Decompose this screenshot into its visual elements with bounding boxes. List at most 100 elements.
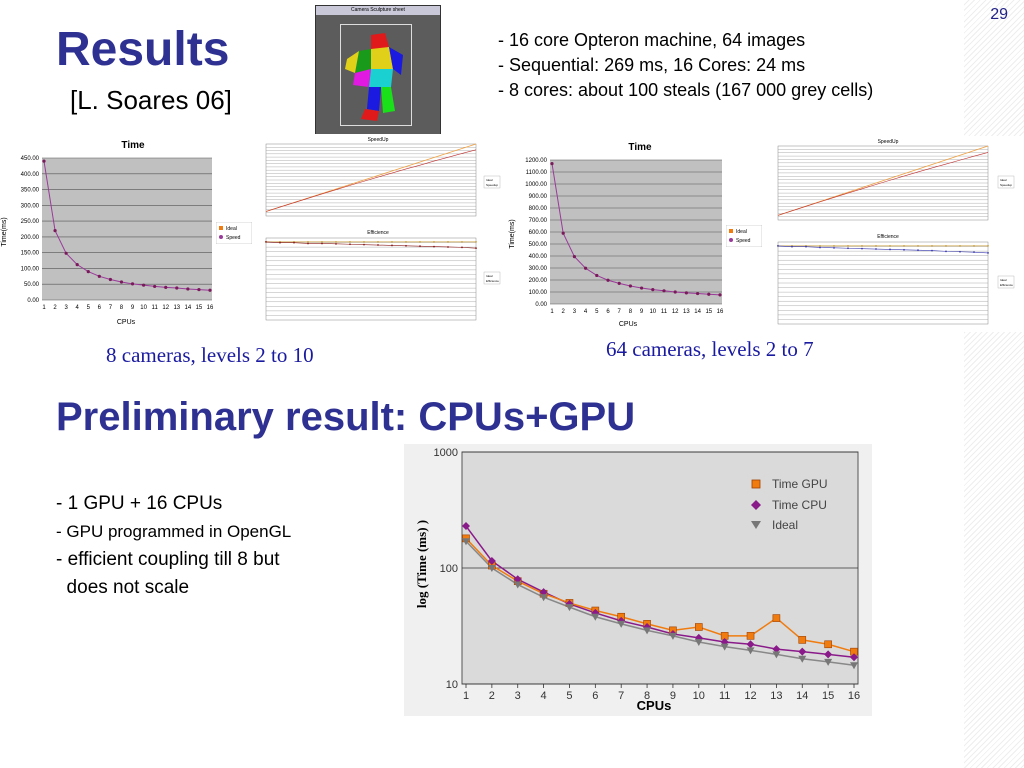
y-tick-label: 350.00 [21,188,40,194]
data-point [798,655,807,663]
y-tick-label: 50.00 [24,282,40,288]
bullet-item: - 16 core Opteron machine, 64 images [498,30,806,50]
data-point [197,287,201,292]
data-point [142,283,146,287]
y-tick-label: 0.00 [535,302,547,308]
data-point [349,241,351,243]
legend-box [483,175,501,189]
data-point [419,241,421,243]
legend-label: Ideal [226,226,237,232]
data-point [917,249,919,252]
data-point [889,248,891,251]
data-point [433,245,435,248]
legend-label: Ideal [486,178,493,182]
data-point [973,251,975,254]
data-point [42,159,46,163]
x-tick-label: 8 [120,305,124,311]
series-line [465,525,855,659]
data-point [363,241,365,243]
data-point [628,284,632,288]
y-tick-label: 300.00 [529,266,548,272]
legend-64cam-time: Ideal Speed [726,225,762,247]
results-bullet-list: - 16 core Opteron machine, 64 images - S… [498,28,873,103]
data-point [175,286,179,290]
bullet-item: - efficient coupling till 8 but [56,549,280,570]
data-point [391,244,393,247]
y-tick-label: 1100.00 [526,170,548,176]
legend-swatch [219,226,223,230]
y-tick-label: 200.00 [529,278,548,284]
data-point [617,620,626,628]
data-point [931,249,933,252]
data-point [720,643,729,651]
y-tick-label: 1200.00 [525,158,547,164]
y-tick-label: 800.00 [529,206,548,212]
data-point [959,245,961,247]
legend-label: Ideal [1000,178,1007,182]
data-point [824,640,832,649]
data-point [772,614,781,622]
slide-subtitle: [L. Soares 06] [70,85,232,115]
bullet-item: - 1 GPU + 16 CPUs [56,493,223,514]
data-point [307,242,309,245]
x-tick-label: 6 [98,305,102,311]
chart-title: Time [121,140,145,151]
data-point [819,245,821,247]
slide-title: Results [56,23,230,76]
render-bounding-box [340,24,412,126]
data-point [321,241,323,243]
data-point [746,647,755,655]
legend-box [483,271,501,285]
x-axis-label: CPUs [637,698,672,713]
data-point [833,245,835,247]
render-window-image: Camera Sculpture sheet [315,5,441,137]
legend-label: Speed [736,238,751,244]
data-point [673,290,677,294]
data-point [335,241,337,243]
x-tick-label: 5 [87,305,91,311]
x-tick-label: 4 [541,690,547,702]
x-tick-label: 7 [109,305,113,311]
data-point [363,243,365,246]
x-tick-label: 2 [53,305,57,311]
data-point [651,288,655,292]
bullet-item: - GPU programmed in OpenGL [56,522,292,541]
legend-label: Ideal [486,274,493,278]
x-tick-label: 13 [683,309,690,315]
chart-title: Efficience [367,230,389,236]
data-point [833,246,835,249]
data-point [889,245,891,247]
data-point [550,162,554,166]
data-point [850,662,858,670]
data-point [903,248,905,251]
data-point [696,291,700,296]
series-line [43,161,211,291]
data-point [875,248,877,250]
x-tick-label: 7 [618,690,624,702]
x-tick-label: 3 [64,305,68,311]
legend: Time GPU Time CPU Ideal [751,477,828,532]
data-point [694,623,703,631]
x-tick-label: 12 [162,305,169,311]
x-tick-label: 2 [562,309,566,315]
data-point [973,245,975,247]
data-point [746,632,755,640]
page-number: 29 [990,6,1008,23]
x-tick-label: 6 [606,309,610,315]
data-point [265,241,267,243]
y-tick-label: 100.00 [21,266,40,272]
x-tick-label: 12 [672,309,679,315]
sculpture-figure [345,33,403,121]
bullet-item: - 8 cores: about 100 steals (167 000 gre… [498,80,874,100]
data-point [349,243,351,246]
x-tick-label: 11 [661,309,668,315]
data-point [824,658,833,666]
data-point [405,244,407,247]
y-tick-label: 600.00 [529,230,548,236]
render-window-title: Camera Sculpture sheet [316,6,440,15]
speedup-efficience-8cam: SpeedUp Efficience Ideal Speedup Ideal E… [252,134,502,330]
data-point [307,241,309,243]
y-tick-label: 300.00 [21,203,40,209]
data-point [798,647,807,656]
data-point [643,627,652,635]
